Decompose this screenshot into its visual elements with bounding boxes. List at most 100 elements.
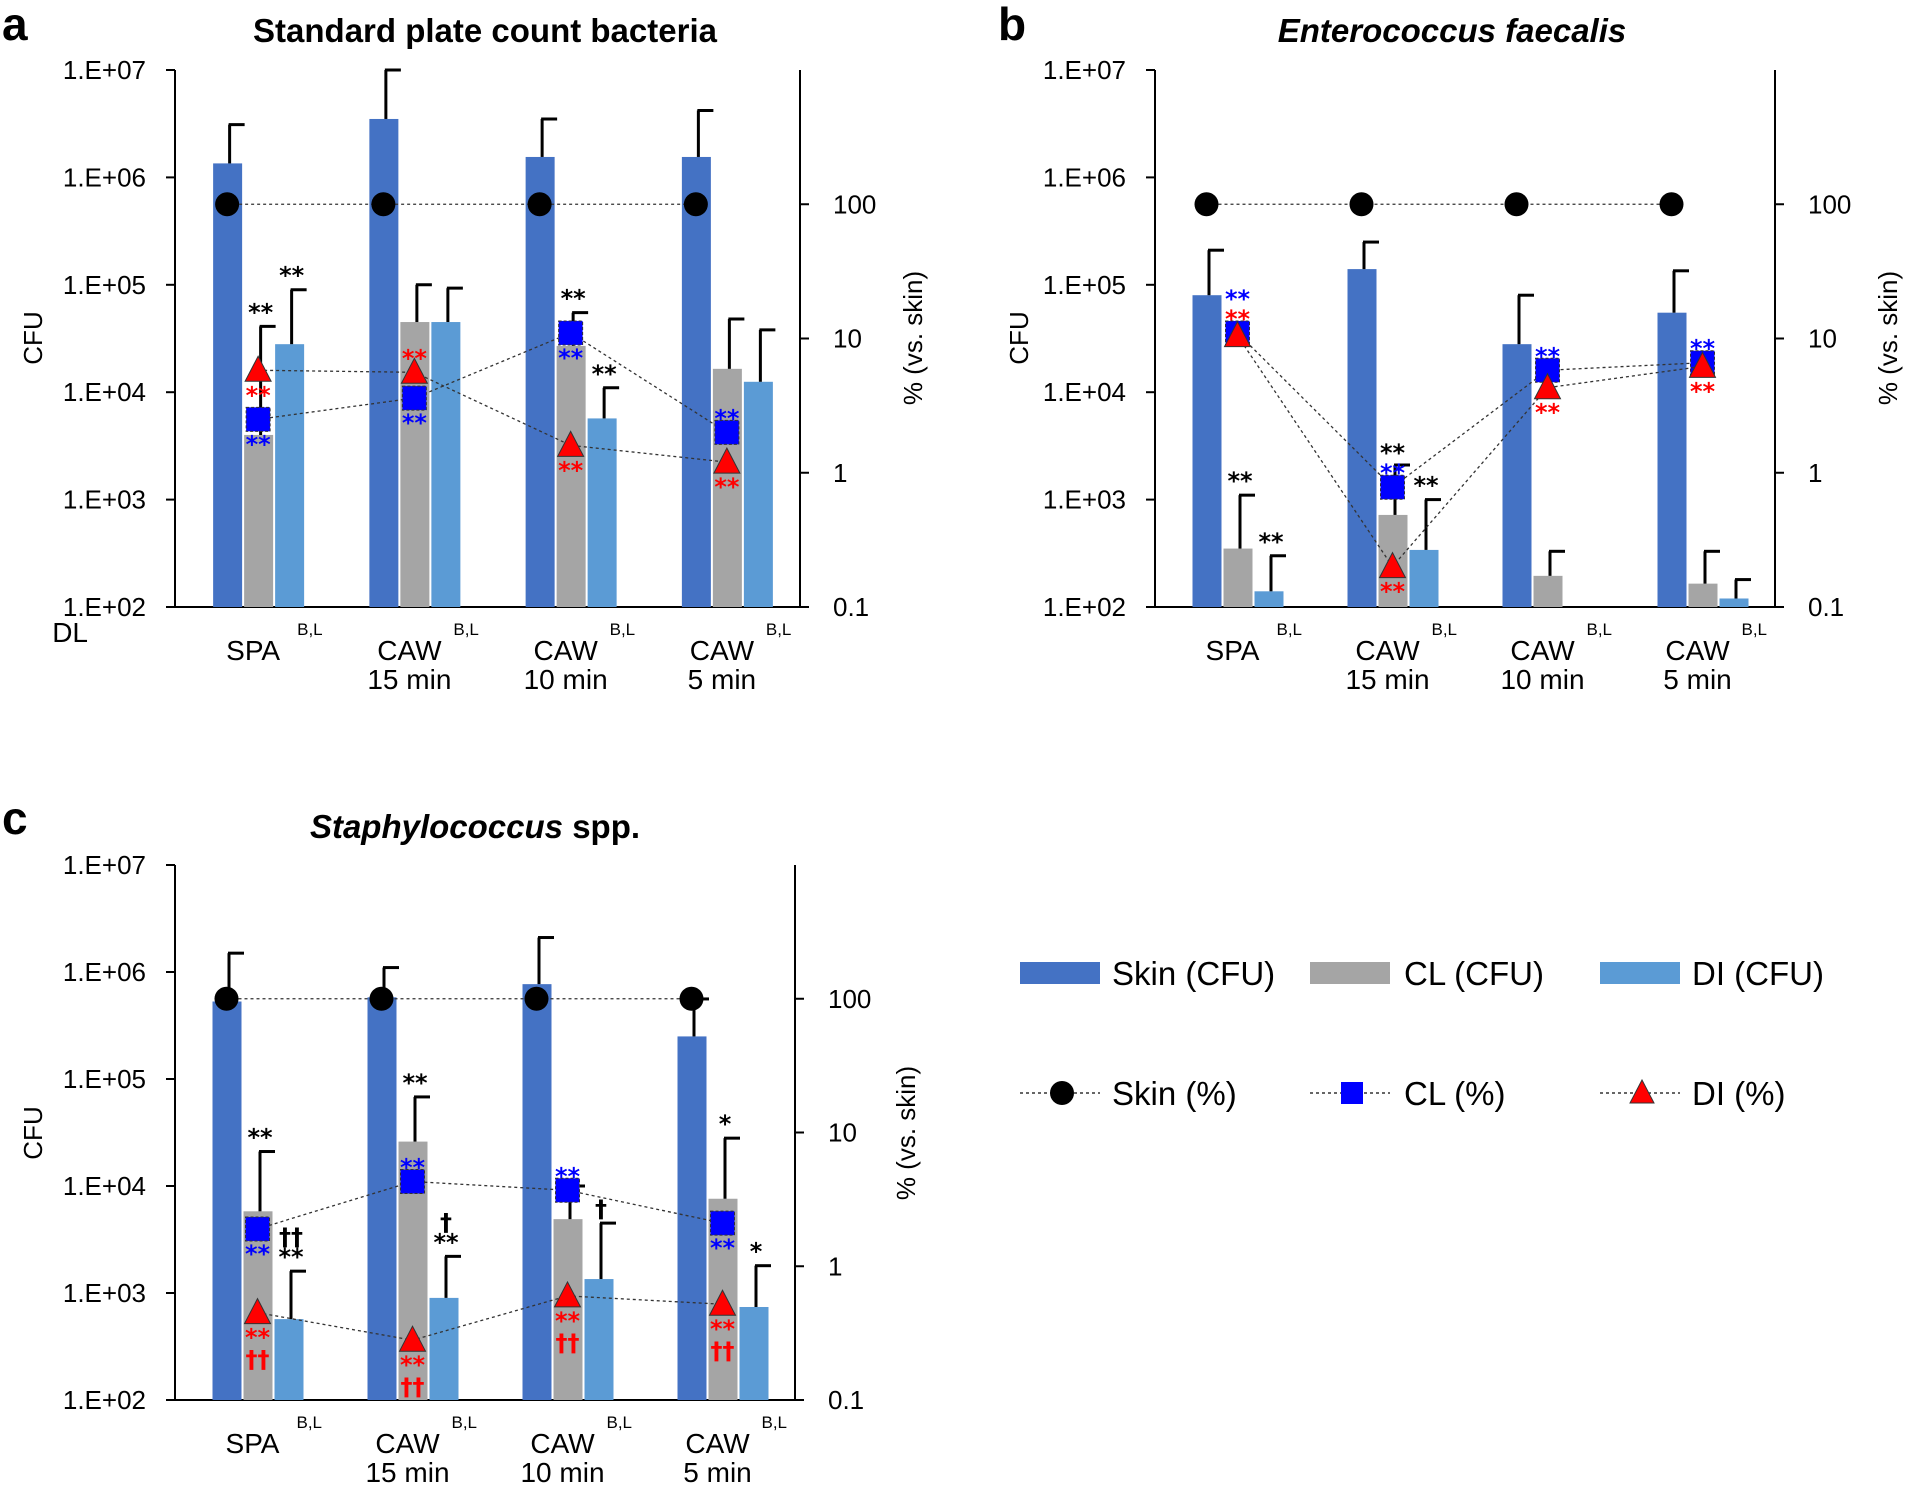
category-superscript: B,L bbox=[766, 620, 792, 639]
category-superscript: B,L bbox=[1277, 620, 1303, 639]
pct-marker bbox=[245, 406, 271, 432]
bar bbox=[1719, 598, 1749, 607]
y-tick-label: 1.E+03 bbox=[63, 1278, 146, 1308]
legend-swatch-bar bbox=[1310, 962, 1390, 984]
significance-label: ** bbox=[245, 1240, 271, 1268]
bar bbox=[553, 1219, 583, 1400]
pct-marker bbox=[371, 192, 396, 217]
panel-letter: c bbox=[2, 792, 28, 844]
pct-marker bbox=[401, 385, 427, 411]
y-axis-label: CFU bbox=[18, 311, 48, 364]
pct-marker bbox=[524, 986, 549, 1011]
bar bbox=[556, 345, 586, 607]
y-tick-label: 1.E+06 bbox=[63, 957, 146, 987]
bar bbox=[681, 156, 711, 607]
bar bbox=[712, 368, 742, 607]
pct-marker bbox=[400, 357, 429, 384]
legend-label: DI (%) bbox=[1692, 1075, 1786, 1112]
y-tick-label: 1.E+05 bbox=[63, 1064, 146, 1094]
category-label: CAW bbox=[377, 635, 442, 666]
pct-marker bbox=[1223, 320, 1252, 348]
category-superscript: B,L bbox=[452, 1413, 478, 1432]
legend: Skin (CFU) CL (CFU) DI (CFU) Skin (%) CL (%)… bbox=[1020, 955, 1824, 1112]
category-label: CAW bbox=[1665, 635, 1730, 666]
legend-marker bbox=[1341, 1082, 1363, 1104]
pct-line bbox=[257, 1180, 723, 1230]
pct-marker bbox=[1688, 351, 1717, 378]
bar bbox=[743, 381, 773, 607]
significance-label: ** bbox=[1380, 578, 1406, 606]
y-tick-label: 1.E+02 bbox=[63, 592, 146, 622]
category-label: SPA bbox=[226, 635, 280, 666]
significance-label: ** bbox=[714, 473, 740, 501]
pct-marker bbox=[1380, 474, 1405, 500]
pct-marker bbox=[679, 986, 704, 1011]
category-superscript: B,L bbox=[762, 1413, 788, 1432]
significance-label: † bbox=[595, 1195, 607, 1223]
y-tick-label: 1.E+03 bbox=[63, 485, 146, 515]
significance-label: ** bbox=[1535, 399, 1561, 427]
category-label-line2: 15 min bbox=[365, 1457, 449, 1485]
category-label-line2: 10 min bbox=[524, 664, 608, 695]
bar bbox=[369, 118, 399, 607]
significance-label: ** bbox=[1380, 439, 1406, 467]
y-tick-label: 1.E+04 bbox=[63, 1171, 146, 1201]
category-label: CAW bbox=[375, 1428, 440, 1459]
significance-label: ** bbox=[400, 1351, 426, 1379]
y2-tick-label: 10 bbox=[1808, 324, 1837, 354]
bar bbox=[244, 434, 274, 607]
significance-label: ** bbox=[710, 1234, 736, 1262]
significance-label: ** bbox=[1227, 467, 1253, 495]
y-tick-label: 1.E+02 bbox=[63, 1385, 146, 1415]
pct-marker bbox=[243, 1297, 272, 1325]
significance-label: ** bbox=[558, 344, 584, 372]
significance-label: †† bbox=[556, 1329, 580, 1357]
y2-axis-label: % (vs. skin) bbox=[898, 271, 928, 405]
bar bbox=[274, 1319, 304, 1400]
significance-label: * bbox=[719, 1110, 732, 1138]
bar bbox=[739, 1306, 769, 1400]
significance-label: ** bbox=[247, 1124, 273, 1152]
pct-marker bbox=[369, 986, 394, 1011]
chart-panel-c: c Staphylococcus spp. 1.E+07 1.E+06 1.E+05 1.… bbox=[2, 792, 921, 1485]
y2-tick-label: 10 bbox=[828, 1118, 857, 1148]
bar bbox=[275, 344, 305, 607]
significance-label: ** bbox=[1380, 459, 1406, 487]
pct-marker bbox=[1349, 192, 1374, 217]
bar bbox=[431, 322, 461, 607]
pct-line bbox=[1236, 335, 1703, 568]
y-axis-label: CFU bbox=[1004, 311, 1034, 364]
pct-marker bbox=[527, 192, 552, 217]
significance-label: ** bbox=[1690, 335, 1716, 363]
bar bbox=[584, 1279, 614, 1400]
category-label: CAW bbox=[530, 1428, 595, 1459]
bar bbox=[677, 1036, 707, 1400]
pct-marker bbox=[708, 1289, 737, 1316]
pct-marker bbox=[553, 1280, 582, 1308]
y2-tick-label: 0.1 bbox=[828, 1385, 864, 1415]
significance-label: †† bbox=[246, 1346, 270, 1374]
pct-marker bbox=[214, 986, 239, 1011]
significance-label: ** bbox=[1413, 472, 1439, 500]
chart-title: Staphylococcus spp. bbox=[310, 808, 640, 845]
bar bbox=[367, 997, 397, 1400]
category-label-line2: 10 min bbox=[520, 1457, 604, 1485]
category-superscript: B,L bbox=[1742, 620, 1768, 639]
chart-panel-b: b Enterococcus faecalis 1.E+07 1.E+06 1.E+05… bbox=[998, 0, 1903, 695]
y-axis-label: CFU bbox=[18, 1106, 48, 1159]
bar bbox=[1533, 575, 1563, 607]
pct-marker bbox=[1535, 357, 1560, 383]
bar bbox=[213, 163, 243, 607]
pct-marker bbox=[683, 192, 708, 217]
category-superscript: B,L bbox=[1432, 620, 1458, 639]
y-tick-label: 1.E+04 bbox=[1043, 377, 1126, 407]
significance-label: ** bbox=[1535, 342, 1561, 370]
legend-label: DI (CFU) bbox=[1692, 955, 1824, 992]
legend-label: CL (%) bbox=[1404, 1075, 1505, 1112]
pct-line bbox=[258, 369, 727, 463]
significance-label: ** bbox=[402, 1069, 428, 1097]
bar bbox=[1192, 295, 1222, 607]
significance-label: ** bbox=[714, 404, 740, 432]
pct-marker bbox=[713, 447, 741, 474]
